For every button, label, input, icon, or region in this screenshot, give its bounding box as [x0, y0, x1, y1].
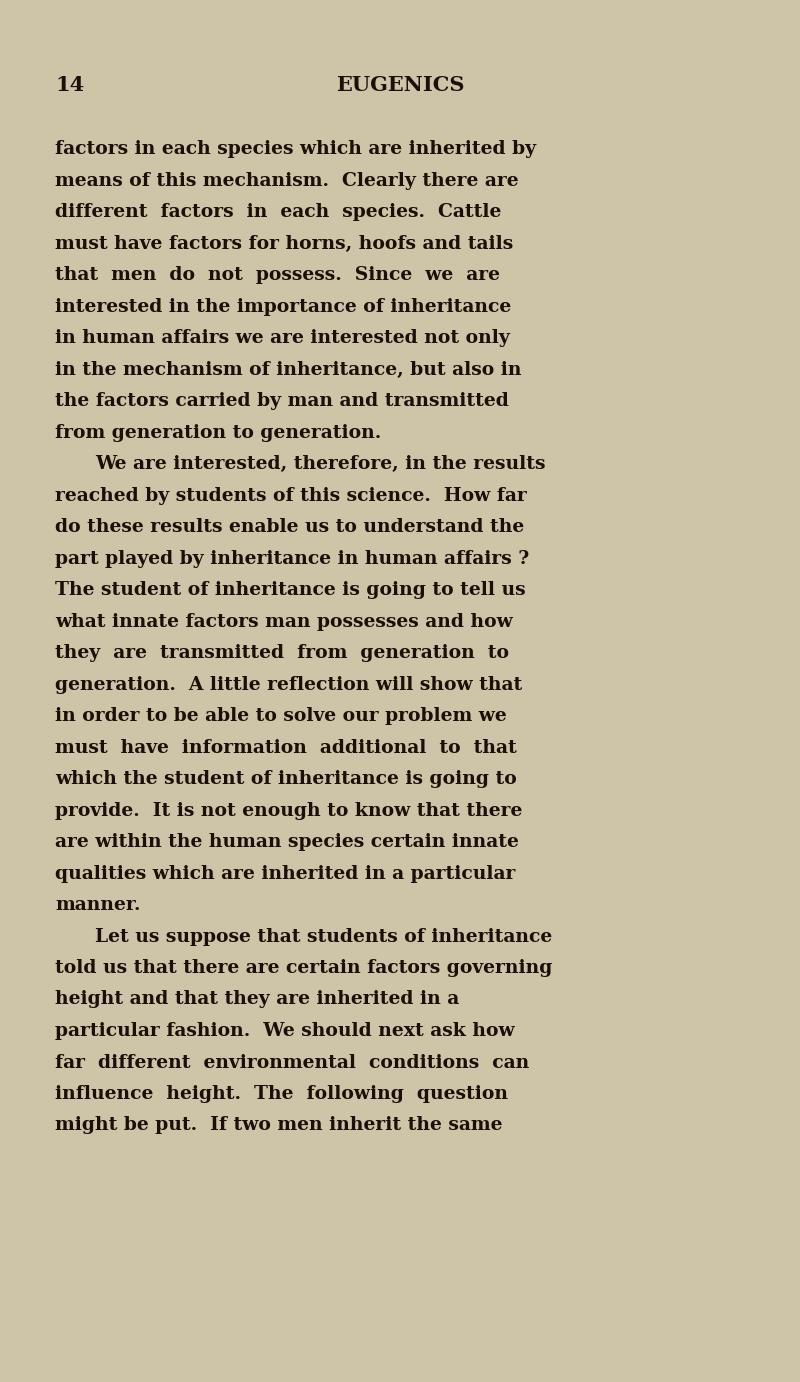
- Text: from generation to generation.: from generation to generation.: [55, 423, 382, 441]
- Text: influence  height.  The  following  question: influence height. The following question: [55, 1085, 508, 1103]
- Text: in the mechanism of inheritance, but also in: in the mechanism of inheritance, but als…: [55, 361, 522, 379]
- Text: in order to be able to solve our problem we: in order to be able to solve our problem…: [55, 708, 506, 726]
- Text: Let us suppose that students of inheritance: Let us suppose that students of inherita…: [95, 927, 552, 945]
- Text: qualities which are inherited in a particular: qualities which are inherited in a parti…: [55, 865, 515, 883]
- Text: factors in each species which are inherited by: factors in each species which are inheri…: [55, 140, 536, 158]
- Text: generation.  A little reflection will show that: generation. A little reflection will sho…: [55, 676, 522, 694]
- Text: must  have  information  additional  to  that: must have information additional to that: [55, 738, 517, 756]
- Text: that  men  do  not  possess.  Since  we  are: that men do not possess. Since we are: [55, 265, 500, 283]
- Text: might be put.  If two men inherit the same: might be put. If two men inherit the sam…: [55, 1117, 502, 1135]
- Text: they  are  transmitted  from  generation  to: they are transmitted from generation to: [55, 644, 509, 662]
- Text: interested in the importance of inheritance: interested in the importance of inherita…: [55, 297, 511, 315]
- Text: manner.: manner.: [55, 896, 141, 914]
- Text: part played by inheritance in human affairs ?: part played by inheritance in human affa…: [55, 550, 530, 568]
- Text: far  different  environmental  conditions  can: far different environmental conditions c…: [55, 1053, 530, 1071]
- Text: particular fashion.  We should next ask how: particular fashion. We should next ask h…: [55, 1023, 514, 1041]
- Text: different  factors  in  each  species.  Cattle: different factors in each species. Cattl…: [55, 203, 502, 221]
- Text: the factors carried by man and transmitted: the factors carried by man and transmitt…: [55, 392, 509, 410]
- Text: height and that they are inherited in a: height and that they are inherited in a: [55, 991, 459, 1009]
- Text: must have factors for horns, hoofs and tails: must have factors for horns, hoofs and t…: [55, 235, 514, 253]
- Text: provide.  It is not enough to know that there: provide. It is not enough to know that t…: [55, 802, 522, 820]
- Text: what innate factors man possesses and how: what innate factors man possesses and ho…: [55, 612, 513, 630]
- Text: do these results enable us to understand the: do these results enable us to understand…: [55, 518, 524, 536]
- Text: 14: 14: [55, 75, 84, 95]
- Text: The student of inheritance is going to tell us: The student of inheritance is going to t…: [55, 580, 526, 598]
- Text: are within the human species certain innate: are within the human species certain inn…: [55, 833, 519, 851]
- Text: which the student of inheritance is going to: which the student of inheritance is goin…: [55, 770, 517, 788]
- Text: means of this mechanism.  Clearly there are: means of this mechanism. Clearly there a…: [55, 171, 518, 189]
- Text: We are interested, therefore, in the results: We are interested, therefore, in the res…: [95, 455, 546, 473]
- Text: EUGENICS: EUGENICS: [336, 75, 464, 95]
- Text: in human affairs we are interested not only: in human affairs we are interested not o…: [55, 329, 510, 347]
- Text: reached by students of this science.  How far: reached by students of this science. How…: [55, 486, 526, 504]
- Text: told us that there are certain factors governing: told us that there are certain factors g…: [55, 959, 552, 977]
